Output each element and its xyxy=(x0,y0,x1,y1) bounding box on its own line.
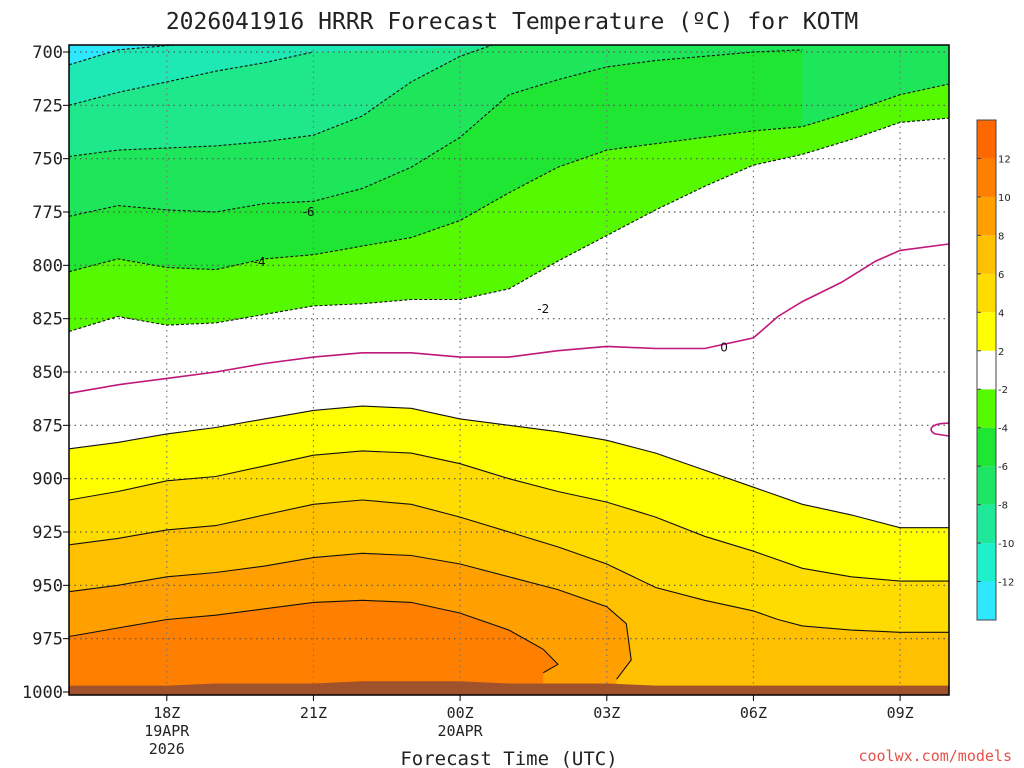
fill-band-12 xyxy=(69,600,558,695)
colorbar-frame xyxy=(976,119,997,621)
contour-line-0 xyxy=(69,243,949,395)
y-tick-label-750: 750 xyxy=(32,150,63,170)
x-tick-label-18Z: 18Z xyxy=(153,704,180,722)
contour-line-4 xyxy=(69,405,949,529)
contour-line--10 xyxy=(69,45,180,66)
contour-label-minus4: -4 xyxy=(254,255,266,269)
x-tick-sublabel-18Z-0: 19APR xyxy=(144,722,190,740)
y-tick-label-975: 975 xyxy=(32,630,63,650)
colorbar-swatch-0 xyxy=(977,581,996,620)
y-tick-label-875: 875 xyxy=(32,416,63,436)
colorbar-swatch-7 xyxy=(977,312,996,351)
colorbar-swatch-10 xyxy=(977,196,996,236)
y-axis-ticks: 700 725 750 775 800 825 850 875 900 925 950 975 1000 xyxy=(22,43,69,703)
contour-line-8 xyxy=(69,499,949,633)
contour-lines xyxy=(69,45,949,680)
contour-label-minus6: -6 xyxy=(303,205,315,219)
colorbar-tick-label-6: 2 xyxy=(998,347,1004,358)
y-tick-label-850: 850 xyxy=(32,363,63,383)
x-tick-sublabel-18Z-1: 2026 xyxy=(149,740,185,758)
colorbar-swatch-1 xyxy=(977,543,996,582)
colorbar-swatch-8 xyxy=(977,273,996,313)
contour-line-0-loop xyxy=(930,422,949,437)
y-tick-label-700: 700 xyxy=(32,43,63,63)
colorbar-tick-label-7: 4 xyxy=(998,308,1004,319)
contour-line--6 xyxy=(69,45,495,158)
colorbar-swatch-9 xyxy=(977,235,996,274)
colorbar-swatch-2 xyxy=(977,504,996,544)
y-tick-label-775: 775 xyxy=(32,203,63,223)
contour-line--2 xyxy=(69,83,949,273)
y-tick-label-925: 925 xyxy=(32,523,63,543)
colorbar-tick-label-11: 12 xyxy=(998,154,1011,165)
contour-labels: -6 -4 -2 0 xyxy=(254,205,728,354)
x-tick-label-03Z: 03Z xyxy=(593,704,620,722)
x-tick-label-21Z: 21Z xyxy=(300,704,327,722)
ground-fill xyxy=(69,681,949,695)
colorbar-tick-label-4: -4 xyxy=(998,424,1008,435)
ground-terrain xyxy=(69,681,949,695)
temperature-fill-layers xyxy=(69,45,949,695)
plot-frame xyxy=(68,44,950,696)
y-tick-label-950: 950 xyxy=(32,576,63,596)
chart-title: 2026041916 HRRR Forecast Temperature (ºC… xyxy=(166,9,858,35)
contour-label-minus2: -2 xyxy=(537,302,549,316)
colorbar-tick-label-9: 8 xyxy=(998,231,1004,242)
y-tick-label-900: 900 xyxy=(32,470,63,490)
colorbar-swatch-12 xyxy=(977,120,996,159)
colorbar-swatch-5 xyxy=(977,389,996,428)
x-tick-label-06Z: 06Z xyxy=(740,704,767,722)
colorbar-legend: -12 -10 -8 -6 -4 -2 2 4 6 8 10 12 xyxy=(976,119,1014,621)
contour-line-6 xyxy=(69,450,949,582)
colorbar-swatch-3 xyxy=(977,466,996,505)
colorbar-tick-label-5: -2 xyxy=(998,385,1008,396)
y-tick-label-1000: 1000 xyxy=(22,683,63,703)
colorbar-tick-label-2: -8 xyxy=(998,501,1008,512)
contour-line-2 xyxy=(69,117,949,333)
colorbar-tick-label-0: -12 xyxy=(998,578,1014,589)
x-axis-label: Forecast Time (UTC) xyxy=(400,748,617,768)
contour-label-0: 0 xyxy=(720,340,728,354)
contour-line-10 xyxy=(69,552,632,680)
contour-line-12 xyxy=(69,599,559,674)
colorbar-swatch-6 xyxy=(977,350,996,390)
colorbar-tick-label-3: -6 xyxy=(998,462,1008,473)
colorbar-swatch-11 xyxy=(977,158,996,197)
colorbar-tick-label-1: -10 xyxy=(998,539,1014,550)
y-tick-label-825: 825 xyxy=(32,310,63,330)
y-tick-label-800: 800 xyxy=(32,256,63,276)
y-tick-label-725: 725 xyxy=(32,96,63,116)
x-tick-label-00Z: 00Z xyxy=(447,704,474,722)
x-tick-label-09Z: 09Z xyxy=(887,704,914,722)
x-tick-sublabel-00Z-0: 20APR xyxy=(438,722,484,740)
credit-text: coolwx.com/models xyxy=(858,747,1012,765)
contour-line--8 xyxy=(69,51,314,106)
colorbar-tick-label-8: 6 xyxy=(998,270,1004,281)
colorbar-swatch-4 xyxy=(977,427,996,467)
colorbar-tick-label-10: 10 xyxy=(998,193,1011,204)
